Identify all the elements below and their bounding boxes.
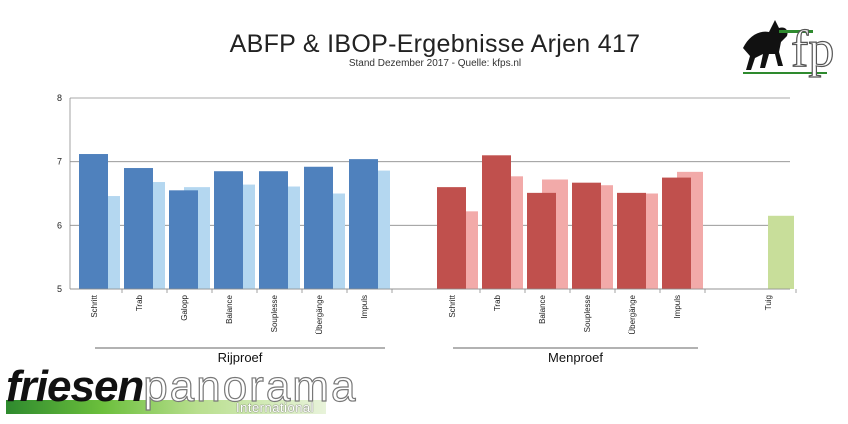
brand-name: friesenpanorama — [6, 361, 358, 412]
bar-primary — [79, 154, 108, 289]
y-tick-label: 5 — [57, 284, 62, 294]
bar-primary — [124, 168, 153, 289]
chart-subtitle: Stand Dezember 2017 - Quelle: kfps.nl — [348, 58, 522, 69]
fp-logo: fp — [735, 8, 835, 79]
bar-primary — [527, 192, 556, 289]
category-label: Souplesse — [583, 294, 592, 332]
category-label: Balance — [225, 294, 234, 323]
category-label: Souplesse — [270, 294, 279, 332]
category-label: Impuls — [360, 295, 369, 319]
bar-primary — [259, 171, 288, 289]
brand-logo: friesenpanorama International — [6, 361, 356, 418]
bar-secondary — [768, 215, 794, 289]
y-tick-label: 6 — [57, 220, 62, 230]
horse-icon — [743, 20, 788, 70]
group-label: Rijproef — [217, 350, 263, 365]
y-tick-label: 8 — [57, 93, 62, 103]
category-label: Impuls — [673, 295, 682, 319]
category-label: Übergänge — [315, 294, 324, 334]
bar-primary — [304, 166, 333, 289]
brand-sub: International — [236, 400, 315, 415]
y-tick-label: 7 — [57, 157, 62, 167]
logo-text: fp — [791, 21, 834, 78]
category-label: Balance — [538, 294, 547, 323]
bar-primary — [572, 182, 601, 289]
category-label: Trab — [135, 294, 144, 311]
category-label: Schritt — [448, 294, 457, 317]
bar-primary — [617, 192, 646, 289]
bar-primary — [349, 159, 378, 289]
category-label: Trab — [493, 294, 502, 311]
bar-primary — [214, 171, 243, 289]
brand-name-thin: panorama — [143, 361, 358, 411]
category-label: Tuig — [764, 295, 773, 310]
category-label: Übergänge — [628, 294, 637, 334]
bar-primary — [662, 177, 691, 289]
chart-title: ABFP & IBOP-Ergebnisse Arjen 417 — [229, 30, 641, 58]
category-label: Galopp — [180, 294, 189, 320]
brand-name-bold: friesen — [6, 362, 144, 411]
bar-primary — [482, 155, 511, 289]
brand-bar — [6, 400, 326, 414]
category-label: Schritt — [90, 294, 99, 317]
group-label: Menproef — [548, 350, 603, 365]
bar-primary — [437, 187, 466, 289]
bar-primary — [169, 190, 198, 289]
